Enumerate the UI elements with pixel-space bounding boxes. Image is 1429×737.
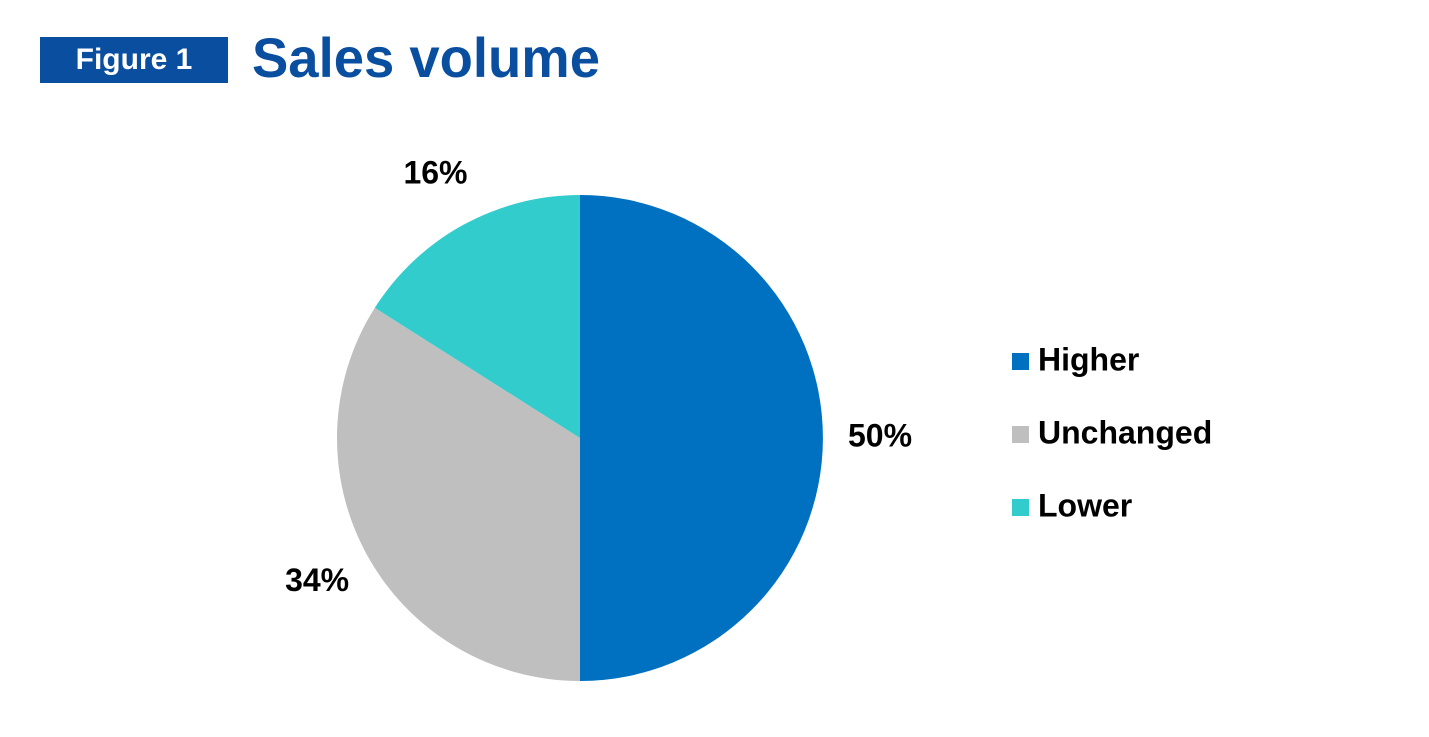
- data-label: 34%: [285, 562, 349, 598]
- legend-label: Unchanged: [1038, 414, 1212, 450]
- legend-label: Lower: [1038, 487, 1132, 523]
- data-label: 50%: [848, 417, 912, 453]
- data-label: 16%: [403, 155, 467, 191]
- legend-swatch: [1012, 426, 1029, 443]
- pie-slice: [336, 307, 580, 681]
- legend-swatch: [1012, 499, 1029, 516]
- chart-title: Sales volume: [252, 26, 600, 89]
- pie-slice: [580, 195, 823, 681]
- figure-label-box: [40, 37, 228, 83]
- legend-label: Higher: [1038, 341, 1139, 377]
- figure-label: Figure 1: [76, 43, 193, 76]
- legend-swatch: [1012, 353, 1029, 370]
- pie-slice: [374, 195, 580, 438]
